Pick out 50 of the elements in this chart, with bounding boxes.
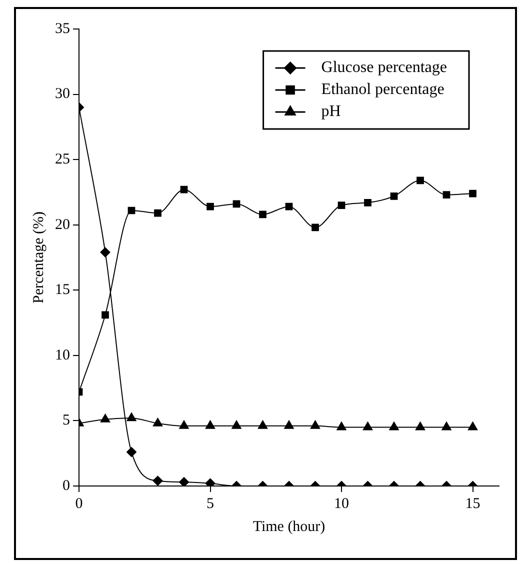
point: [100, 247, 110, 258]
point: [152, 418, 163, 426]
point: [285, 202, 293, 210]
point: [154, 209, 162, 217]
point: [128, 206, 136, 214]
y-tick-label: 35: [55, 20, 70, 37]
point: [312, 224, 319, 232]
point: [284, 420, 294, 429]
legend-label: Ethanol percentage: [321, 81, 444, 98]
point: [416, 176, 424, 184]
point: [179, 477, 189, 486]
y-tick-label: 15: [55, 282, 70, 298]
point: [336, 422, 346, 430]
point: [442, 191, 450, 199]
legend-label: pH: [321, 103, 342, 120]
point: [415, 422, 426, 430]
y-tick-label: 20: [55, 216, 70, 233]
y-tick-label: 5: [62, 412, 70, 429]
x-axis-title: Time (hour): [252, 518, 326, 535]
point: [469, 190, 476, 198]
point: [258, 420, 268, 429]
point: [364, 198, 372, 206]
point: [362, 422, 373, 430]
y-tick-label: 30: [55, 86, 70, 102]
point: [310, 420, 320, 429]
point: [338, 202, 346, 209]
point: [232, 420, 242, 429]
x-tick-label: 5: [206, 496, 214, 512]
point: [205, 420, 216, 429]
y-tick-label: 10: [55, 347, 70, 364]
point: [206, 202, 214, 210]
y-axis-title: Percentage (%): [30, 211, 47, 304]
point: [205, 478, 216, 486]
point: [232, 200, 240, 208]
x-tick-label: 0: [75, 496, 83, 512]
y-tick-label: 25: [55, 152, 70, 168]
point: [468, 422, 478, 430]
point: [126, 412, 136, 422]
point: [259, 210, 266, 218]
point: [179, 420, 189, 429]
legend-label: Glucose percentage: [321, 59, 448, 76]
point: [389, 422, 399, 430]
point: [100, 414, 110, 422]
x-tick-label: 15: [465, 496, 480, 512]
y-tick-label: 0: [62, 478, 70, 494]
x-tick-label: 10: [334, 496, 349, 512]
point: [442, 422, 452, 430]
point: [180, 186, 188, 194]
point: [102, 311, 109, 319]
point: [390, 192, 398, 200]
